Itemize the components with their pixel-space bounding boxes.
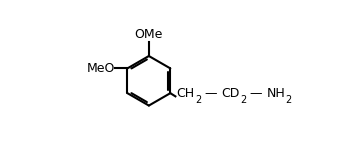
Text: 2: 2 — [285, 95, 292, 105]
Text: 2: 2 — [240, 95, 246, 105]
Text: 2: 2 — [195, 95, 201, 105]
Text: MeO: MeO — [86, 62, 115, 75]
Text: CD: CD — [221, 87, 240, 100]
Text: CH: CH — [177, 87, 195, 100]
Text: —: — — [246, 87, 267, 100]
Text: OMe: OMe — [135, 28, 163, 41]
Text: NH: NH — [267, 87, 285, 100]
Text: —: — — [201, 87, 221, 100]
